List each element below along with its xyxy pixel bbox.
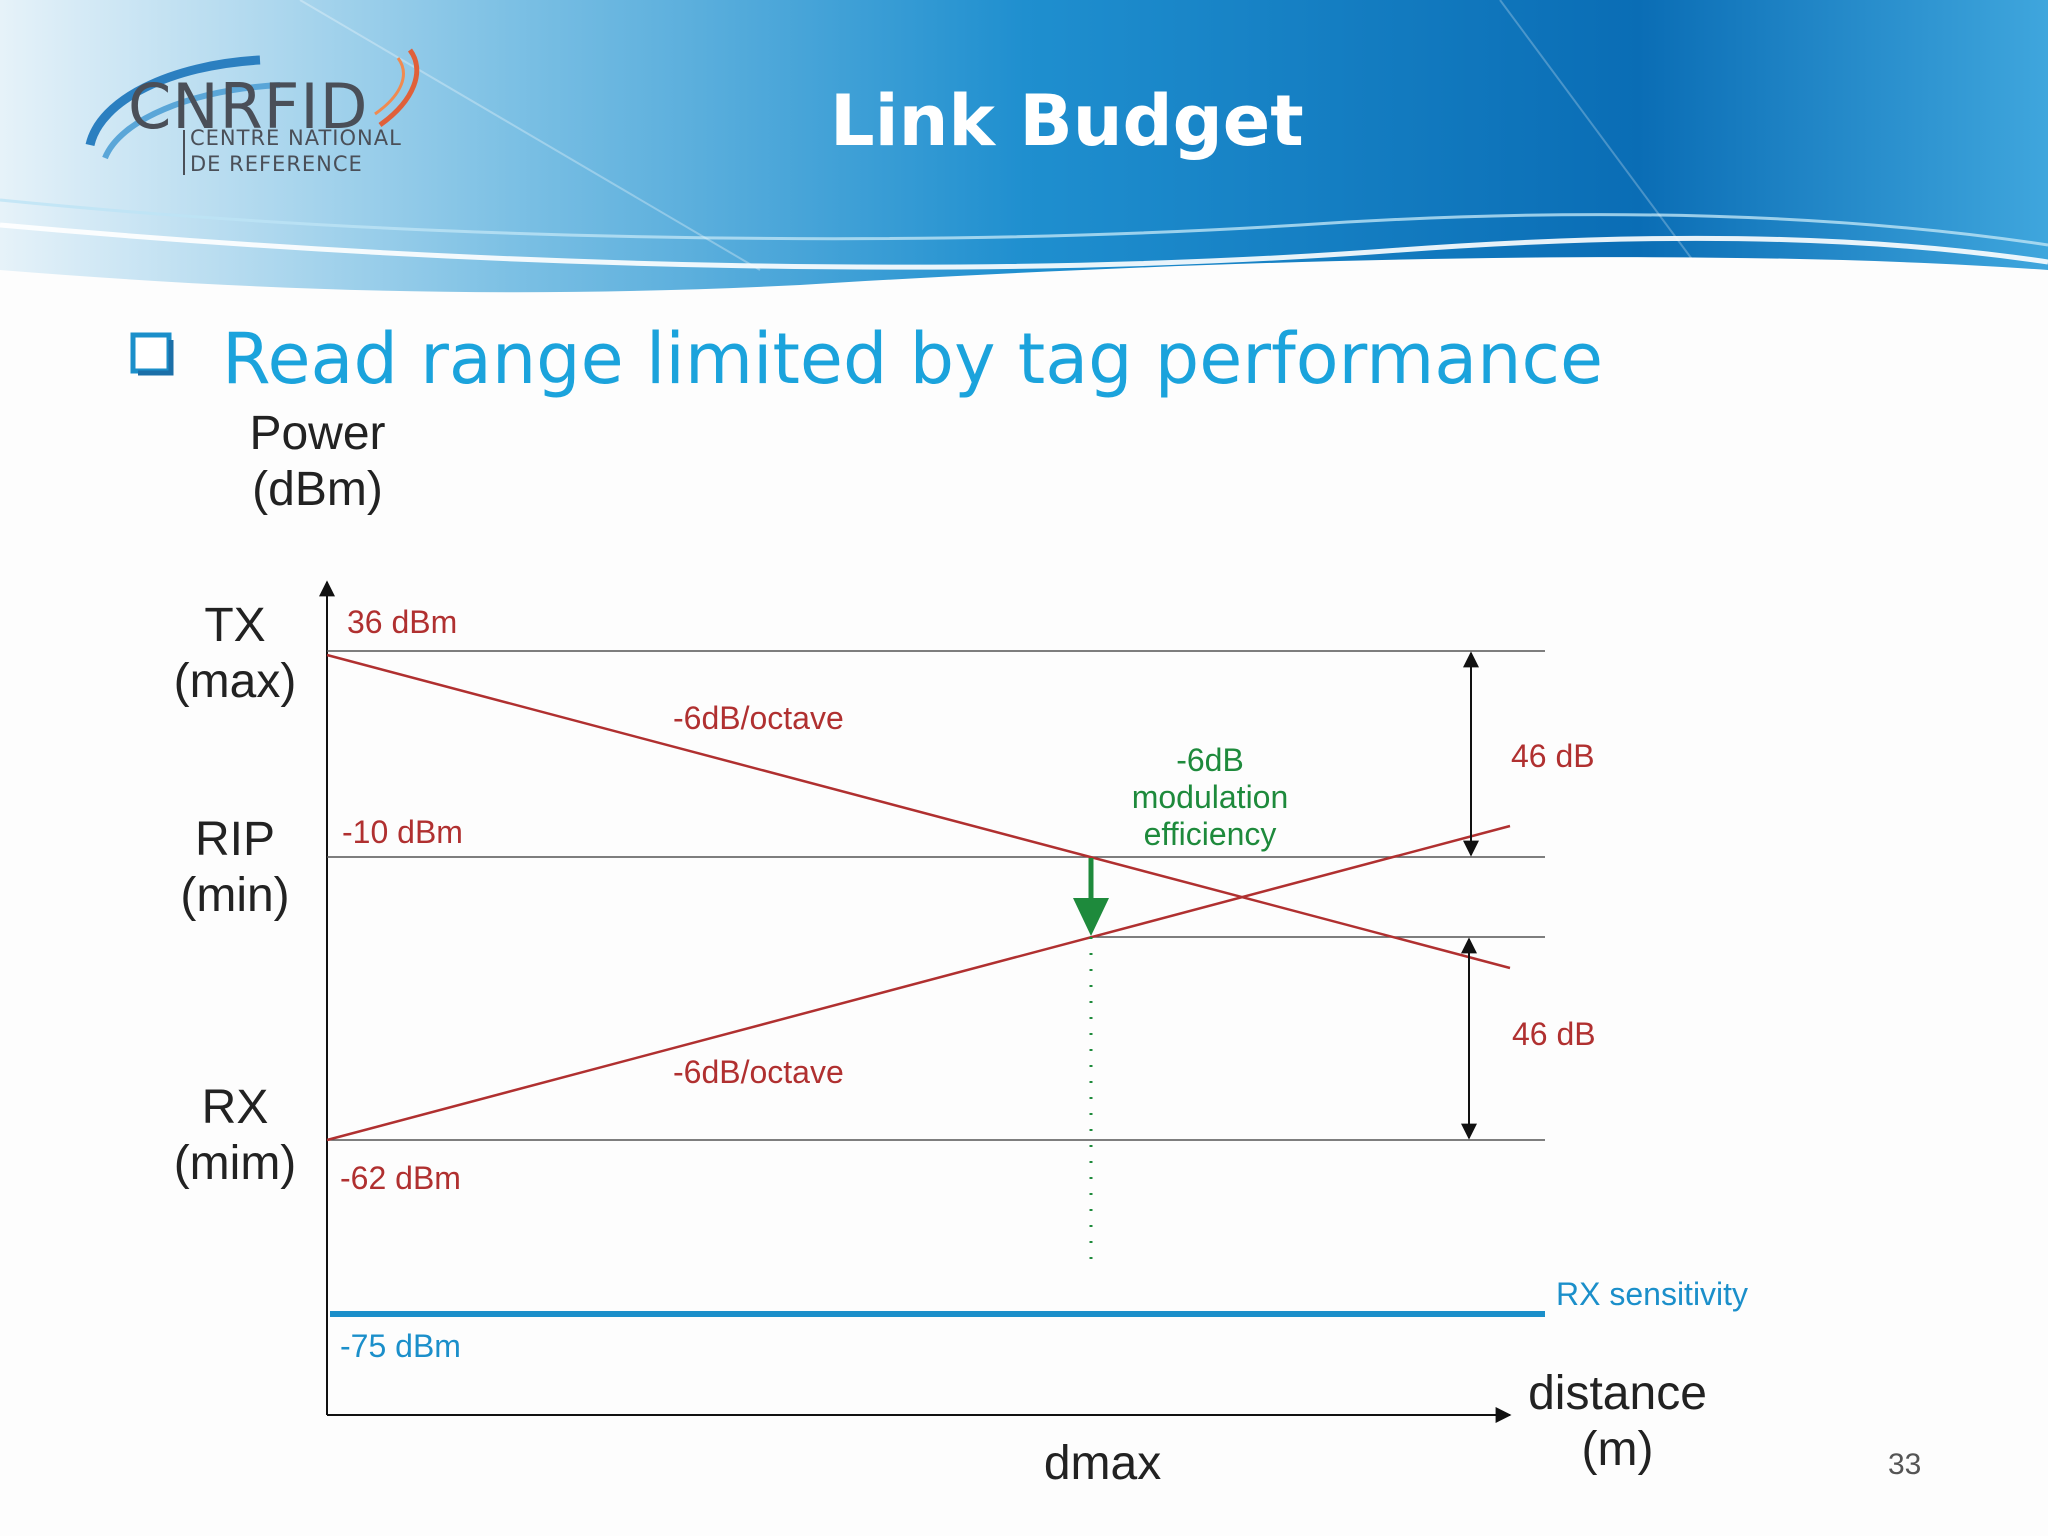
x-axis-label-line2: (m) <box>1581 1423 1654 1476</box>
rip-label-line1: RIP <box>194 813 275 866</box>
slide-title: Link Budget <box>830 80 1304 162</box>
backscatter-power-slope <box>326 824 1511 1142</box>
sensitivity-label: RX sensitivity <box>1556 1276 1749 1312</box>
tx-label-line2: (max) <box>173 655 297 708</box>
rx-value: -62 dBm <box>340 1160 461 1196</box>
header-banner <box>0 0 2048 293</box>
lower-gap-label: 46 dB <box>1512 1016 1596 1052</box>
checkbox-bullet-icon <box>130 332 174 376</box>
x-axis-label-line1: distance <box>1528 1367 1707 1420</box>
rx-label-line1: RX <box>201 1081 269 1134</box>
forward-power-slope <box>326 653 1511 970</box>
modulation-label-line2: modulation <box>1131 779 1289 815</box>
logo-wordmark: CNRFID <box>128 70 369 143</box>
dmax-label: dmax <box>1043 1437 1162 1490</box>
upper-slope-label: -6dB/octave <box>673 700 844 736</box>
bullet-heading: Read range limited by tag performance <box>222 318 1604 400</box>
lower-slope-label: -6dB/octave <box>673 1054 844 1090</box>
y-axis-label-line2: (dBm) <box>252 463 383 516</box>
cnrfid-logo <box>85 48 420 175</box>
tx-value: 36 dBm <box>347 604 458 640</box>
rx-label-line2: (mim) <box>173 1137 297 1190</box>
logo-subtitle-line1: CENTRE NATIONAL <box>190 126 402 150</box>
modulation-arrow-head <box>1073 898 1109 936</box>
y-axis-label-line1: Power <box>249 407 386 460</box>
modulation-label-line1: -6dB <box>1176 742 1244 778</box>
page-number: 33 <box>1888 1448 1922 1481</box>
rip-value: -10 dBm <box>342 814 463 850</box>
sensitivity-value: -75 dBm <box>340 1328 461 1364</box>
upper-gap-label: 46 dB <box>1511 738 1595 774</box>
rip-label-line2: (min) <box>180 869 290 922</box>
tx-label-line1: TX <box>204 599 266 652</box>
logo-subtitle-line2: DE REFERENCE <box>190 152 363 176</box>
modulation-label-line3: efficiency <box>1143 816 1277 852</box>
